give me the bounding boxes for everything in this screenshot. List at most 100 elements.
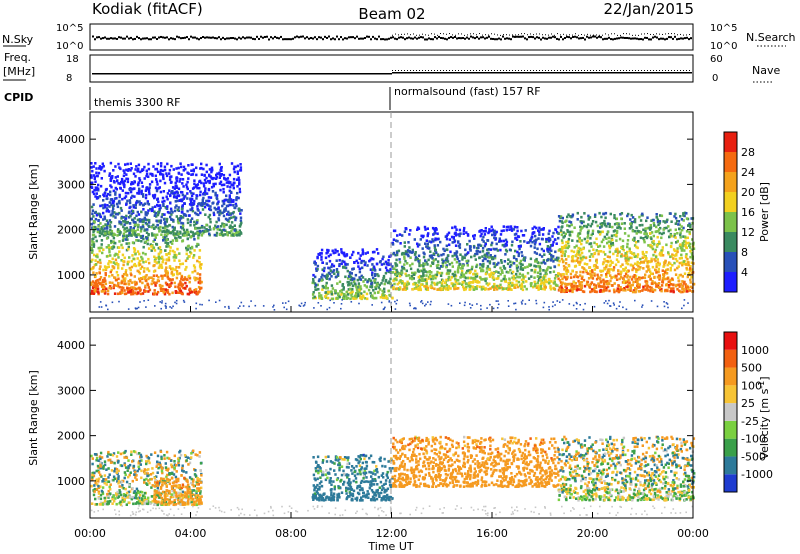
range-gate-cell [432, 252, 435, 255]
nsearch-sample [569, 34, 570, 36]
range-gate-cell [482, 269, 485, 273]
range-gate-cell [138, 277, 141, 281]
nsearch-sample [419, 34, 420, 36]
range-gate-cell [219, 188, 222, 192]
range-gate-cell [160, 274, 163, 278]
range-gate-cell [104, 271, 107, 275]
range-gate-cell [491, 233, 494, 237]
nsky-sample [400, 36, 402, 39]
freq-sample [588, 72, 590, 74]
range-gate-cell [346, 296, 350, 300]
range-gate-cell [192, 254, 196, 257]
range-gate-cell [553, 280, 556, 284]
nsky-sample [640, 38, 642, 41]
range-gate-cell [199, 203, 202, 207]
range-gate-cell [404, 250, 408, 253]
nsearch-sample [548, 34, 549, 36]
range-gate-cell [594, 264, 598, 267]
nsky-sample [410, 37, 412, 40]
range-gate-cell [95, 272, 98, 275]
range-gate-cell [616, 249, 619, 252]
range-gate-cell [133, 280, 136, 284]
freq-sample [458, 72, 460, 74]
range-gate-cell [375, 284, 378, 288]
range-gate-cell [229, 181, 232, 184]
nsky-sample [154, 36, 156, 39]
range-gate-cell [533, 270, 537, 274]
range-gate-cell [228, 200, 232, 203]
range-gate-cell [114, 212, 118, 216]
nave-sample [638, 70, 639, 71]
range-gate-cell [108, 219, 112, 222]
range-gate-cell [479, 266, 482, 270]
nsearch-sample [536, 33, 537, 35]
range-gate-cell [445, 234, 448, 238]
range-gate-cell [369, 279, 373, 283]
freq-sample [322, 73, 324, 75]
range-gate-cell [312, 273, 315, 277]
range-gate-cell [420, 279, 424, 283]
range-gate-cell [128, 287, 131, 290]
freq-sample [452, 72, 454, 74]
range-gate-cell [449, 250, 452, 254]
range-gate-cell [132, 247, 136, 250]
freq-sample [506, 72, 508, 74]
range-gate-cell [553, 265, 556, 268]
range-gate-cell [132, 233, 135, 236]
range-gate-cell [150, 249, 153, 252]
range-gate-cell [132, 182, 135, 185]
range-gate-cell [429, 250, 432, 253]
freq-sample [200, 73, 202, 75]
range-gate-cell [449, 287, 452, 290]
range-gate-cell [625, 261, 628, 265]
range-gate-cell [161, 255, 164, 259]
range-gate-cell [590, 288, 594, 291]
range-gate-cell [561, 260, 565, 264]
range-gate-cell [91, 169, 94, 173]
nsky-sample [226, 37, 228, 40]
range-gate-cell [128, 199, 132, 202]
range-gate-cell [424, 285, 427, 288]
range-gate-cell [189, 250, 192, 254]
range-gate-cell [636, 263, 639, 267]
range-gate-cell [356, 261, 360, 265]
range-gate-cell [112, 261, 116, 264]
range-gate-cell [670, 277, 674, 280]
range-gate-cell [391, 243, 395, 246]
freq-sample [574, 72, 576, 74]
range-gate-cell [140, 192, 143, 196]
nsky-sample [602, 38, 604, 41]
range-gate-cell [466, 234, 470, 237]
range-gate-cell [682, 219, 685, 222]
range-gate-cell [591, 229, 595, 233]
range-gate-cell [497, 261, 500, 265]
range-gate-cell [346, 269, 349, 273]
range-gate-cell [542, 261, 545, 264]
range-gate-cell [197, 285, 201, 289]
range-gate-cell [405, 227, 408, 231]
range-gate-cell [186, 221, 190, 225]
range-gate-cell [206, 180, 210, 183]
range-gate-cell [155, 180, 159, 184]
range-gate-cell [95, 227, 98, 231]
range-gate-cell [136, 169, 140, 173]
range-gate-cell [469, 281, 473, 284]
range-gate-cell [90, 267, 93, 271]
range-gate-cell [156, 219, 159, 223]
range-gate-cell [203, 178, 207, 182]
range-gate-cell [546, 247, 549, 251]
range-gate-cell [179, 280, 182, 283]
range-gate-cell [510, 284, 514, 287]
range-gate-cell [534, 265, 538, 268]
nsearch-sample [479, 33, 480, 35]
range-gate-cell [191, 231, 194, 234]
range-gate-cell [92, 165, 95, 168]
range-gate-cell [521, 234, 525, 237]
range-gate-cell [669, 266, 672, 270]
range-gate-cell [126, 162, 129, 166]
range-gate-cell [535, 252, 538, 255]
range-gate-cell [486, 283, 490, 287]
range-gate-cell [535, 260, 539, 263]
range-gate-cell [202, 231, 205, 235]
